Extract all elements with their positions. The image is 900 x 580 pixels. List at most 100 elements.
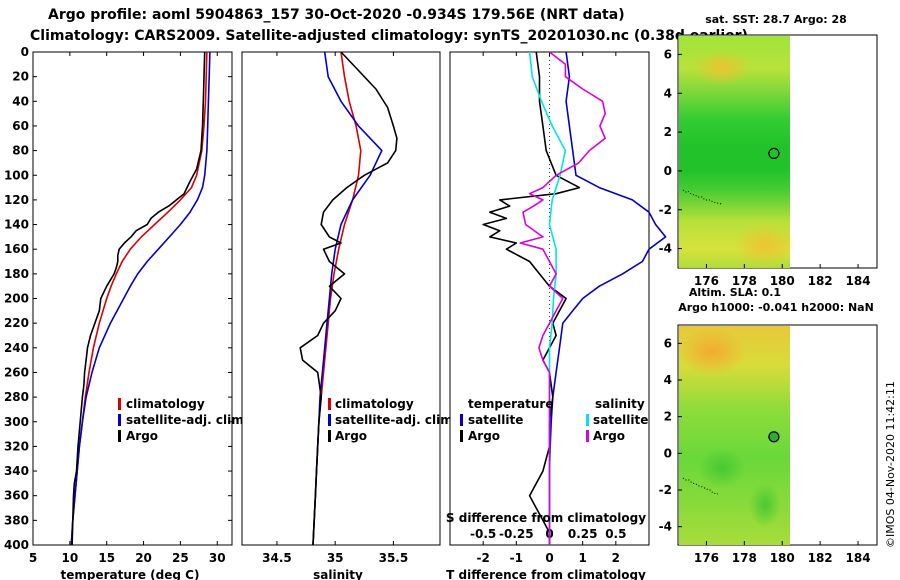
depth-tick-60: 60 — [12, 119, 29, 133]
depth-tick-140: 140 — [4, 218, 29, 232]
temperature-panel: 0204060801001201401601802002202402602803… — [4, 45, 649, 580]
sst_map-lon-tick-184: 184 — [846, 274, 871, 288]
sst_map-lat-tick-4: 4 — [664, 86, 672, 100]
t-diff-tick-0: 0 — [545, 551, 553, 565]
salinity-line-argo — [299, 51, 398, 546]
sst-argo-marker — [768, 147, 780, 159]
temperature-tick-20: 20 — [135, 551, 152, 565]
sla_map-lat-tick-6: 6 — [664, 336, 672, 350]
salinity-tick-35-5: 35.5 — [379, 551, 409, 565]
depth-tick-240: 240 — [4, 341, 29, 355]
s-difference-label: S difference from climatology — [446, 511, 646, 525]
depth-tick-320: 320 — [4, 439, 29, 453]
legend-title-salinity: salinity — [595, 397, 645, 411]
t-diff-tick-2: -2 — [476, 551, 489, 565]
depth-tick-300: 300 — [4, 415, 29, 429]
sst_map-lat-tick-4: -4 — [659, 242, 672, 256]
sla-high-patch — [678, 328, 746, 376]
t-diff-tick-1: 1 — [578, 551, 586, 565]
sst-lat-tick-labels: 6 4 2 0 -2 -4 — [659, 47, 682, 256]
depth-tick-360: 360 — [4, 489, 29, 503]
t-diff-tick-2: 2 — [612, 551, 620, 565]
depth-tick-120: 120 — [4, 193, 29, 207]
temperature-tick-30: 30 — [209, 551, 226, 565]
sst_map-lon-tick-180: 180 — [770, 274, 795, 288]
temperature-legend: climatology satellite-adj. clim. Argo — [118, 397, 248, 443]
sst-map-title: sat. SST: 28.7 Argo: 28 — [705, 13, 847, 26]
legend-swatch-s-argo — [586, 430, 589, 442]
salinity-xlabel: salinity — [313, 568, 363, 580]
sla-map-title: Altim. SLA: 0.1 — [689, 286, 781, 299]
s-diff-tick-0-25: -0.25 — [499, 527, 534, 541]
sla_map-lon-tick-176: 176 — [694, 551, 719, 565]
temperature-xlabel: temperature (deg C) — [61, 568, 200, 580]
legend-label-argo-2: Argo — [335, 429, 367, 443]
title-line-1: Argo profile: aoml 5904863_157 30-Oct-20… — [48, 7, 625, 23]
legend-swatch-satellite — [118, 414, 121, 426]
title-line-2: Climatology: CARS2009. Satellite-adjuste… — [30, 28, 748, 44]
legend-label-t-satellite: satellite — [468, 413, 523, 427]
s-diff-tick-0-5: -0.5 — [470, 527, 496, 541]
sla-low-patch — [698, 448, 746, 488]
depth-tick-220: 220 — [4, 316, 29, 330]
sla_map-lat-tick-4: -4 — [659, 520, 672, 534]
legend-label-s-argo: Argo — [593, 429, 625, 443]
sla_map-lat-tick-2: 2 — [664, 410, 672, 424]
credit-text: ©IMOS 04-Nov-2020 11:42:11 — [884, 381, 897, 548]
depth-tick-260: 260 — [4, 365, 29, 379]
sst_map-lat-tick-6: 6 — [664, 47, 672, 61]
difference-series — [482, 51, 667, 545]
legend-swatch-t-satellite — [460, 414, 463, 426]
salinity-tick-34-5: 34.5 — [262, 551, 292, 565]
temperature-tick-10: 10 — [62, 551, 79, 565]
temperature-axes-box — [32, 51, 233, 546]
legend-swatch-argo — [118, 430, 121, 442]
sst_map-lat-tick-0: 0 — [664, 164, 672, 178]
sla-lat-tick-labels: 6 4 2 0 -2 -4 — [659, 336, 682, 534]
salinity-series — [299, 51, 398, 546]
legend-label-argo: Argo — [126, 429, 158, 443]
sst_map-lon-tick-178: 178 — [732, 274, 757, 288]
sla_map-lat-tick-0: 0 — [664, 446, 672, 460]
temperature-series — [70, 51, 211, 546]
sst_map-lon-tick-182: 182 — [808, 274, 833, 288]
sla-island-dots — [682, 477, 719, 495]
depth-tick-400: 400 — [4, 538, 29, 552]
salinity-tick-labels: 34.5 35 35.5 — [262, 52, 408, 565]
depth-tick-280: 280 — [4, 390, 29, 404]
sst_map-lat-tick-2: 2 — [664, 125, 672, 139]
t-diff-tick-1: -1 — [510, 551, 523, 565]
legend-label-climatology: climatology — [126, 397, 205, 411]
sla_map-lon-tick-178: 178 — [732, 551, 757, 565]
temperature-line-satellite-adj-clim — [70, 51, 211, 546]
sla_map-lon-tick-184: 184 — [846, 551, 871, 565]
depth-tick-340: 340 — [4, 464, 29, 478]
sla-low-patch-2 — [749, 483, 781, 527]
sst-warm-patch-2 — [735, 223, 795, 267]
s-diff-tick-0-25: 0.25 — [568, 527, 598, 541]
legend-label-satellite-2: satellite-adj. clim. — [335, 413, 457, 427]
legend-label-s-satellite: satellite — [593, 413, 648, 427]
sla_map-lon-tick-182: 182 — [808, 551, 833, 565]
legend-label-climatology-2: climatology — [335, 397, 414, 411]
difference-line-s-argo — [519, 51, 607, 545]
sst-warm-patch — [692, 50, 752, 86]
salinity-legend: climatology satellite-adj. clim. Argo — [328, 397, 457, 443]
depth-tick-380: 380 — [4, 513, 29, 527]
sla_map-lon-tick-180: 180 — [770, 551, 795, 565]
legend-swatch-climatology — [118, 398, 121, 410]
legend-swatch-satellite-2 — [328, 414, 331, 426]
depth-tick-40: 40 — [12, 94, 29, 108]
difference-line-t-argo — [482, 51, 581, 545]
depth-tick-180: 180 — [4, 267, 29, 281]
s-diff-tick-0-5: 0.5 — [605, 527, 626, 541]
legend-label-satellite: satellite-adj. clim. — [126, 413, 248, 427]
t-difference-xlabel: T difference from climatology — [446, 568, 646, 580]
temperature-tick-5: 5 — [29, 551, 37, 565]
temperature-tick-25: 25 — [172, 551, 189, 565]
salinity-tick-35: 35 — [327, 551, 344, 565]
sst_map-lon-tick-176: 176 — [694, 274, 719, 288]
difference-line-t-satellite — [548, 51, 667, 545]
